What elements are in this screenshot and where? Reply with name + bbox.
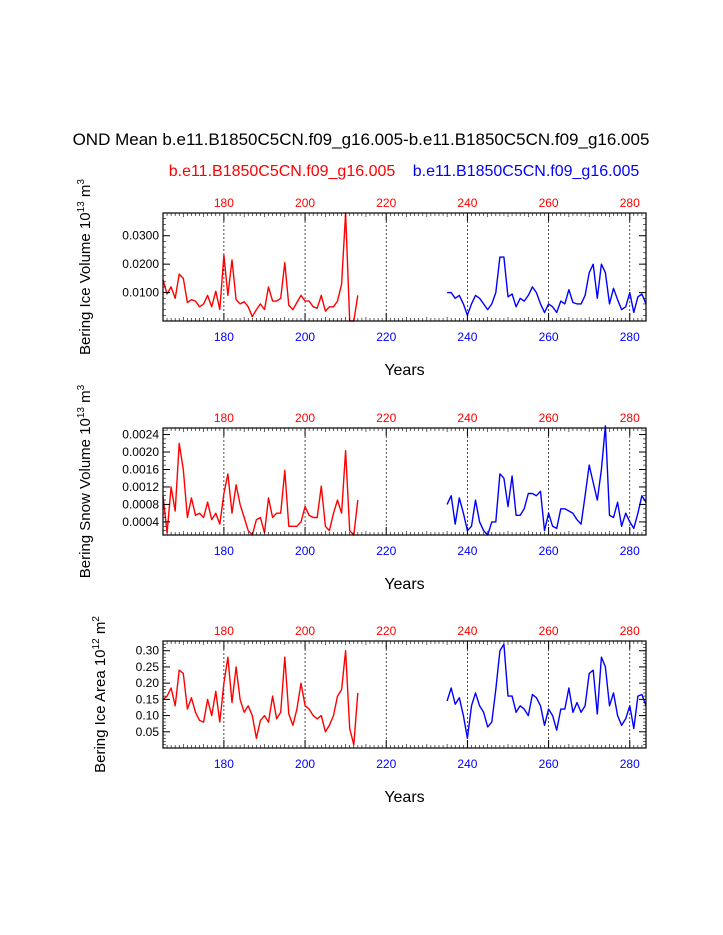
- x-tick-label-top: 180: [214, 624, 234, 638]
- case1-subtitle: b.e11.B1850C5CN.f09_g16.005: [169, 163, 396, 180]
- y-tick-label: 0.0020: [122, 445, 159, 459]
- x-tick-label-top: 200: [295, 196, 315, 210]
- x-tick-label-top: 200: [295, 411, 315, 425]
- x-tick-label-bottom: 220: [376, 330, 396, 344]
- x-tick-label-bottom: 200: [295, 330, 315, 344]
- y-tick-label: 0.0024: [122, 428, 159, 442]
- x-tick-label-bottom: 280: [620, 544, 640, 558]
- y-tick-label: 0.0008: [122, 497, 159, 511]
- x-tick-label-top: 280: [620, 411, 640, 425]
- x-tick-label-top: 200: [295, 624, 315, 638]
- x-tick-label-top: 280: [620, 624, 640, 638]
- plot-frame: [162, 427, 647, 536]
- panels-group: 0.0100 0.0200 0.0300 180 180 200 200 220 220 240 2…: [76, 179, 647, 806]
- chart-panel-ice-volume: 0.0100 0.0200 0.0300 180 180 200 200 220 220 240 2…: [76, 179, 647, 379]
- x-tick-label-bottom: 180: [214, 544, 234, 558]
- y-tick-label: 0.0012: [122, 480, 159, 494]
- x-tick-label-bottom: 220: [376, 544, 396, 558]
- y-tick-label: 0.0016: [122, 462, 159, 476]
- y-axis-title: Bering Ice Area 1012 m2: [91, 616, 109, 773]
- series-line-case2: [446, 425, 647, 536]
- y-tick-label: 0.15: [136, 692, 160, 706]
- x-axis-title: Years: [384, 362, 424, 379]
- x-tick-label-top: 220: [376, 624, 396, 638]
- x-tick-label-bottom: 240: [457, 757, 477, 771]
- x-tick-label-bottom: 200: [295, 757, 315, 771]
- x-tick-label-bottom: 180: [214, 757, 234, 771]
- y-axis-title: Bering Ice Volume 1013 m3: [76, 179, 94, 355]
- figure-title: OND Mean b.e11.B1850C5CN.f09_g16.005-b.e…: [73, 130, 650, 149]
- chart-panel-snow-volume: 0.0004 0.0008 0.0012 0.0016 0.0020 0.0024 180 1…: [76, 384, 647, 593]
- series-line-case1: [162, 212, 359, 322]
- x-tick-label-bottom: 260: [539, 330, 559, 344]
- x-tick-label-bottom: 260: [539, 544, 559, 558]
- x-tick-label-top: 260: [539, 411, 559, 425]
- chart-panel-ice-area: 0.05 0.10 0.15 0.20 0.25 0.30 180 180 200 200 220 2…: [91, 616, 647, 806]
- x-tick-label-top: 180: [214, 411, 234, 425]
- x-tick-label-bottom: 240: [457, 544, 477, 558]
- x-tick-label-bottom: 220: [376, 757, 396, 771]
- series-line-case1: [162, 650, 359, 746]
- series-line-case2: [447, 256, 647, 316]
- x-axis-title: Years: [384, 789, 424, 806]
- plot-frame: [162, 640, 647, 749]
- series-line-case1: [162, 442, 359, 536]
- y-tick-label: 0.0004: [122, 515, 159, 529]
- x-tick-label-bottom: 280: [620, 757, 640, 771]
- x-tick-label-top: 280: [620, 196, 640, 210]
- case2-subtitle: b.e11.B1850C5CN.f09_g16.005: [413, 163, 640, 180]
- plot-frame: [162, 212, 647, 322]
- y-tick-label: 0.0300: [122, 229, 159, 243]
- x-tick-label-top: 220: [376, 196, 396, 210]
- x-tick-label-bottom: 240: [457, 330, 477, 344]
- x-tick-label-bottom: 180: [214, 330, 234, 344]
- y-axis-title: Bering Snow Volume 1013 m3: [76, 384, 94, 578]
- y-tick-label: 0.25: [136, 660, 160, 674]
- x-tick-label-top: 240: [457, 196, 477, 210]
- y-tick-label: 0.0200: [122, 257, 159, 271]
- series-line-case2: [446, 643, 647, 739]
- x-tick-label-bottom: 280: [620, 330, 640, 344]
- x-tick-label-top: 240: [457, 411, 477, 425]
- x-axis-title: Years: [384, 576, 424, 593]
- x-tick-label-bottom: 200: [295, 544, 315, 558]
- y-tick-label: 0.05: [136, 725, 160, 739]
- y-tick-label: 0.0100: [122, 286, 159, 300]
- x-tick-label-top: 180: [214, 196, 234, 210]
- x-tick-label-top: 260: [539, 196, 559, 210]
- x-tick-label-top: 240: [457, 624, 477, 638]
- y-tick-label: 0.10: [136, 709, 160, 723]
- x-tick-label-top: 260: [539, 624, 559, 638]
- y-tick-label: 0.30: [136, 644, 160, 658]
- x-tick-label-bottom: 260: [539, 757, 559, 771]
- y-tick-label: 0.20: [136, 676, 160, 690]
- x-tick-label-top: 220: [376, 411, 396, 425]
